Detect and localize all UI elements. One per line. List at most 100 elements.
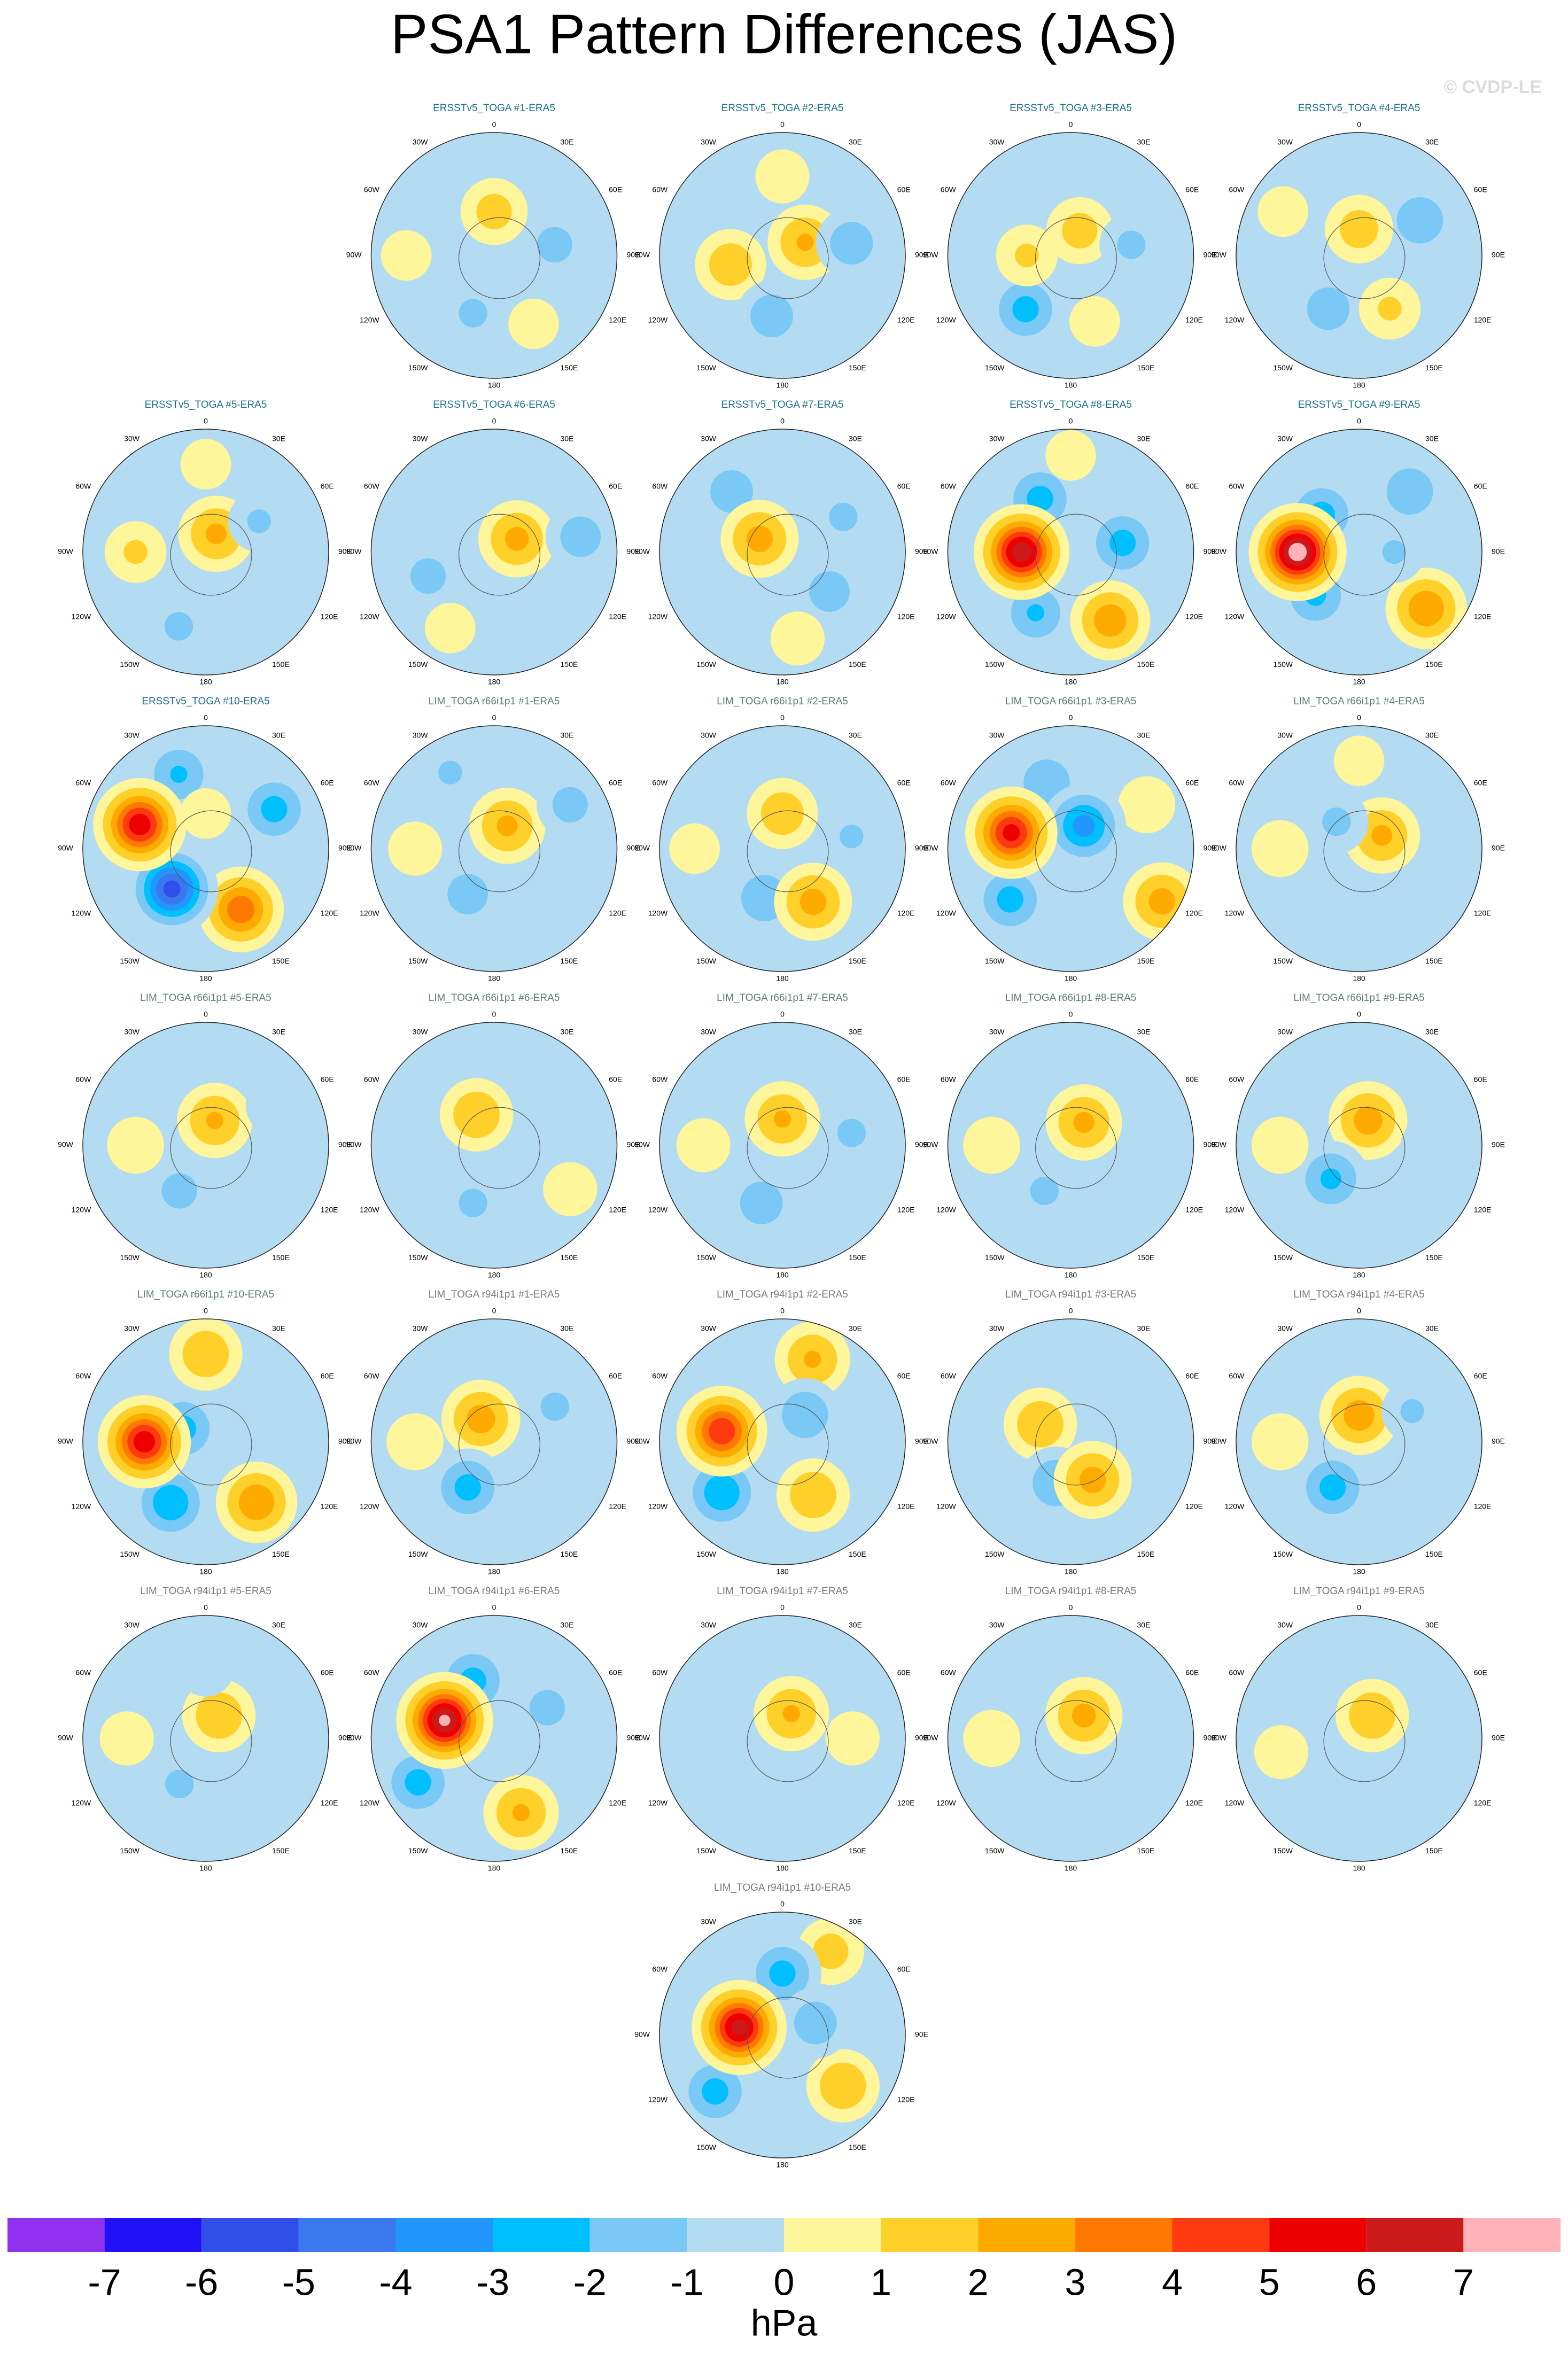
- longitude-label: 90W: [1211, 251, 1227, 259]
- anomaly-contour: [410, 558, 446, 594]
- longitude-label: 180: [488, 1271, 501, 1279]
- longitude-label: 30E: [849, 434, 862, 442]
- anomaly-contour: [1117, 230, 1146, 259]
- anomaly-field: [104, 439, 290, 658]
- longitude-label: 30E: [561, 1027, 574, 1036]
- map-border: [370, 132, 618, 379]
- longitude-label: 90E: [1492, 844, 1505, 852]
- map-panel: LIM_TOGA r94i1p1 #7-ERA5 0 30E 60E 90E 120E 15…: [634, 1586, 928, 1873]
- longitude-label: 60E: [321, 1372, 334, 1380]
- longitude-label: 150E: [849, 957, 866, 965]
- anomaly-contour: [1027, 485, 1053, 512]
- anomaly-field: [696, 456, 875, 666]
- anomaly-contour: [1015, 243, 1039, 268]
- longitude-label: 180: [776, 974, 789, 983]
- anomaly-contour: [1042, 1029, 1099, 1086]
- anomaly-contour: [1371, 825, 1393, 846]
- longitude-label: 60E: [1474, 185, 1487, 194]
- anomaly-contour: [1251, 1413, 1309, 1471]
- longitude-label: 0: [204, 1603, 208, 1612]
- map-border: [659, 1615, 906, 1862]
- anomaly-contour: [782, 1705, 800, 1722]
- anomaly-contour: [1118, 776, 1176, 834]
- anomaly-contour: [1354, 1106, 1383, 1135]
- longitude-label: 150W: [120, 1846, 139, 1855]
- coastline: [170, 1700, 252, 1782]
- longitude-label: 120E: [897, 1502, 915, 1511]
- longitude-label: 90E: [915, 844, 928, 852]
- anomaly-contour: [1344, 1400, 1375, 1431]
- anomaly-field: [1254, 1679, 1409, 1836]
- longitude-label: 90W: [634, 547, 650, 556]
- longitude-label: 150E: [561, 1253, 578, 1262]
- map-border: [82, 1615, 329, 1862]
- longitude-label: 30E: [1425, 137, 1439, 146]
- longitude-label: 60E: [321, 1075, 334, 1084]
- anomaly-field: [676, 1081, 884, 1239]
- longitude-label: 120W: [1225, 1206, 1245, 1214]
- longitude-label: 150E: [1425, 1846, 1443, 1855]
- longitude-label: 0: [1357, 1010, 1361, 1019]
- longitude-label: 60W: [652, 482, 668, 491]
- longitude-label: 60E: [1185, 185, 1199, 194]
- anomaly-contour: [769, 1960, 796, 1987]
- longitude-label: 90E: [627, 1437, 640, 1446]
- longitude-label: 180: [199, 1864, 212, 1873]
- longitude-label: 60W: [364, 185, 380, 194]
- longitude-label: 150W: [120, 660, 139, 669]
- longitude-label: 30E: [1137, 1027, 1151, 1036]
- longitude-label: 150E: [561, 957, 578, 965]
- longitude-label: 30E: [1425, 1027, 1439, 1036]
- map-border: [659, 132, 906, 379]
- longitude-label: 90E: [915, 547, 928, 556]
- anomaly-contour: [1030, 1176, 1059, 1206]
- longitude-label: 150E: [849, 363, 866, 372]
- anomaly-contour: [182, 1331, 229, 1378]
- longitude-label: 150W: [1273, 1550, 1293, 1558]
- anomaly-field: [1251, 1081, 1458, 1217]
- longitude-label: 60E: [1474, 1668, 1487, 1677]
- longitude-label: 120W: [1225, 316, 1245, 324]
- longitude-label: 180: [1065, 1271, 1077, 1279]
- panel-title: ERSSTv5_TOGA #10-ERA5: [142, 696, 269, 707]
- map-border: [1236, 1318, 1482, 1565]
- panel-title: LIM_TOGA r66i1p1 #2-ERA5: [717, 696, 848, 707]
- anomaly-contour: [781, 1392, 828, 1438]
- longitude-label: 120E: [1185, 1206, 1203, 1214]
- coastline: [1323, 1107, 1406, 1189]
- longitude-label: 90W: [346, 1437, 362, 1446]
- longitude-label: 150E: [1425, 660, 1443, 669]
- anomaly-contour: [153, 1485, 189, 1520]
- anomaly-contour: [238, 1485, 275, 1520]
- longitude-label: 0: [1069, 120, 1073, 129]
- longitude-label: 90E: [1204, 844, 1217, 852]
- longitude-label: 120W: [360, 1502, 379, 1511]
- anomaly-contour: [504, 527, 529, 551]
- longitude-label: 150W: [120, 957, 139, 965]
- map-panel: LIM_TOGA r94i1p1 #6-ERA5 0 30E 60E 90E 120E 15…: [346, 1586, 640, 1873]
- colorbar-box: [395, 2218, 493, 2252]
- longitude-label: 120W: [936, 612, 956, 621]
- longitude-label: 120E: [1474, 612, 1492, 621]
- longitude-label: 60E: [897, 185, 911, 194]
- anomaly-contour: [386, 1413, 444, 1471]
- longitude-label: 30E: [1137, 1620, 1151, 1629]
- anomaly-contour: [459, 1189, 487, 1217]
- longitude-label: 30E: [561, 434, 574, 442]
- longitude-label: 120E: [1474, 909, 1492, 918]
- longitude-label: 90E: [1204, 1437, 1217, 1446]
- longitude-label: 30E: [1137, 434, 1151, 442]
- map-border: [1236, 1615, 1482, 1862]
- longitude-label: 120E: [1185, 1799, 1203, 1807]
- longitude-label: 180: [199, 1567, 212, 1576]
- anomaly-contour: [496, 815, 518, 836]
- map-panel: LIM_TOGA r66i1p1 #8-ERA5 0 30E 60E 90E 120E 15…: [923, 992, 1217, 1279]
- anomaly-field: [987, 197, 1163, 348]
- anomaly-field: [394, 444, 616, 654]
- longitude-label: 0: [492, 713, 496, 722]
- longitude-label: 30W: [124, 1027, 140, 1036]
- longitude-label: 90E: [1204, 251, 1217, 259]
- longitude-label: 60E: [1185, 1372, 1199, 1380]
- panel-title: LIM_TOGA r94i1p1 #4-ERA5: [1293, 1289, 1425, 1300]
- anomaly-contour: [770, 611, 825, 666]
